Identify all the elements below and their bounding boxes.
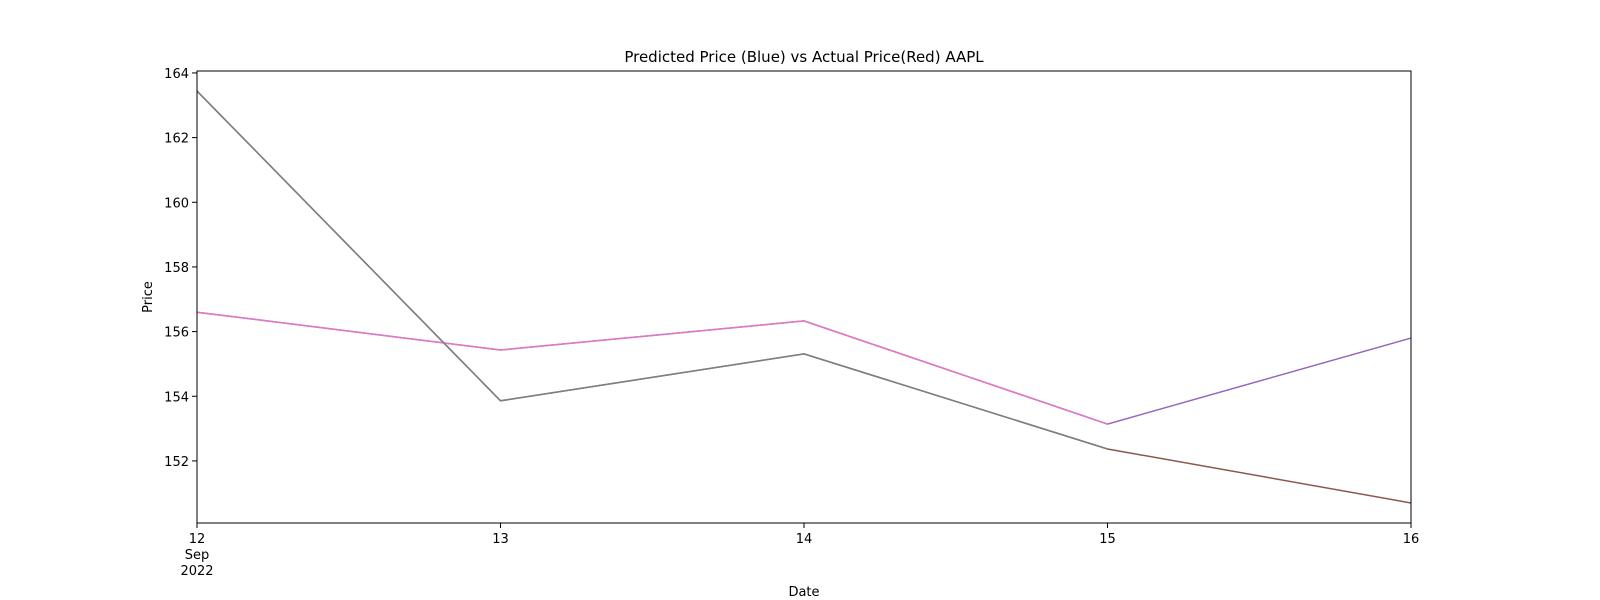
- y-tick-label: 156: [164, 326, 189, 341]
- x-tick-label: 13: [492, 532, 509, 547]
- series-line: [196, 311, 1108, 425]
- x-tick-sublabel: 2022: [180, 564, 213, 579]
- x-axis-label: Date: [788, 585, 819, 600]
- x-tick-label: 12: [189, 532, 206, 547]
- x-tick-label: 14: [796, 532, 813, 547]
- y-tick-label: 154: [164, 390, 189, 405]
- y-tick-label: 164: [164, 67, 189, 82]
- series-line: [196, 90, 1412, 504]
- x-tick-label: 16: [1403, 532, 1420, 547]
- y-tick-label: 160: [164, 196, 189, 211]
- plot-frame: [196, 70, 1412, 524]
- y-tick-label: 162: [164, 132, 189, 147]
- series-line: [196, 311, 1412, 425]
- y-tick-label: 158: [164, 261, 189, 276]
- y-tick-label: 152: [164, 455, 189, 470]
- y-axis-label: Price: [141, 281, 156, 313]
- x-tick-sublabel: Sep: [185, 548, 210, 563]
- series-line: [196, 90, 1108, 450]
- x-tick-label: 15: [1099, 532, 1116, 547]
- chart-title: Predicted Price (Blue) vs Actual Price(R…: [624, 48, 984, 66]
